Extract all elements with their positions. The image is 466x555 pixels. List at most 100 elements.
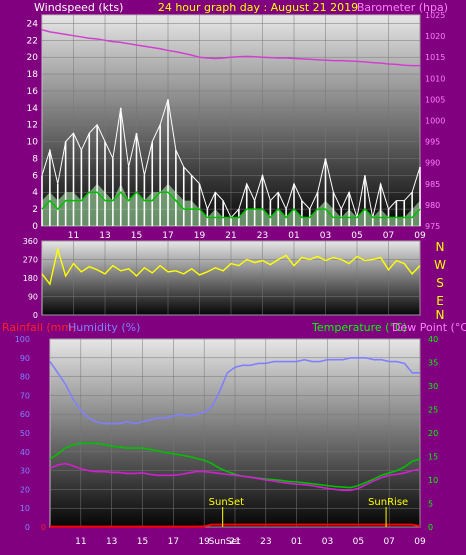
dew-point-line: [49, 462, 421, 492]
temp-x-tick-label: 17: [168, 537, 179, 547]
barometer-y-axis: 975 980 985 990 995 1000 1005 1010 1015 1020 1025: [425, 11, 445, 231]
temp-gridlines: [50, 338, 421, 528]
wind-tick-label: 4: [32, 188, 38, 198]
compass-n-top: N: [436, 240, 445, 254]
wind-tick-label: 24: [27, 19, 39, 29]
temperature-tick-label: 30: [428, 382, 438, 391]
wind-x-tick-label: 03: [320, 231, 331, 241]
wind-tick-label: 16: [27, 87, 39, 97]
humidity-tick-label: 30: [20, 467, 30, 476]
temp-x-tick-label: 19: [198, 537, 210, 547]
rainfall-axis-title: Rainfall (mm): [2, 321, 76, 334]
compass-w: W: [434, 258, 446, 272]
direction-y-axis: 0 90 180 270 360: [23, 237, 38, 320]
barometer-tick-label: 1015: [425, 53, 445, 62]
wind-x-tick-label: 11: [68, 231, 79, 241]
direction-tick-label: 0: [33, 311, 38, 320]
wind-tick-label: 14: [27, 104, 39, 114]
temp-x-tick-label: 15: [137, 537, 148, 547]
temp-series: [49, 357, 421, 528]
rainfall-line: [50, 523, 421, 528]
wind-x-tick-label: 07: [383, 231, 394, 241]
direction-panel: 0 90 180 270 360 N W S E N: [23, 237, 446, 322]
direction-gridlines: [42, 240, 421, 316]
temp-x-tick-label: 09: [414, 537, 426, 547]
temp-x-tick-label: 01: [291, 537, 302, 547]
direction-tick-label: 270: [23, 256, 38, 265]
humidity-axis-title: Humidity (%): [68, 321, 140, 334]
wind-x-axis: 11 13 15 17 19 21 23 01 03 05 07 09: [68, 231, 426, 241]
humidity-y-axis: 0 10 20 30 40 50 60 70 80 90 100: [15, 335, 30, 532]
barometer-axis-title: Barometer (hpa): [357, 1, 448, 14]
temperature-axis-title: Temperature (°C): [311, 321, 407, 334]
barometer-tick-label: 1025: [425, 11, 445, 20]
barometer-tick-label: 980: [425, 201, 440, 210]
temp-x-axis: 11 13 15 17 19 21 23 01 03 05 07 09: [75, 537, 426, 547]
humidity-tick-label: 100: [15, 335, 30, 344]
temp-x-tick-label: 21: [229, 537, 240, 547]
temp-x-tick-label: 07: [383, 537, 394, 547]
direction-series: [41, 246, 421, 286]
humidity-tick-label: 50: [20, 429, 30, 438]
humidity-tick-label: 40: [20, 448, 30, 457]
compass-e: E: [436, 294, 444, 308]
temperature-y-axis: 0 5 10 15 20 25 30 35 40: [428, 335, 438, 532]
wind-x-tick-label: 23: [257, 231, 268, 241]
humidity-tick-label: 70: [20, 391, 30, 400]
temp-x-tick-label: 03: [322, 537, 333, 547]
temp-x-tick-label: 11: [75, 537, 86, 547]
temperature-tick-label: 20: [428, 429, 438, 438]
wind-axis-title: Windspeed (kts): [34, 1, 123, 14]
barometer-tick-label: 1010: [425, 74, 445, 83]
wind-x-tick-label: 21: [225, 231, 236, 241]
temperature-tick-label: 40: [428, 335, 438, 344]
humidity-line: [49, 357, 420, 425]
wind-x-tick-label: 17: [162, 231, 173, 241]
wind-tick-label: 0: [32, 222, 38, 232]
temp-x-tick-label: 23: [260, 537, 271, 547]
direction-tick-label: 90: [28, 293, 38, 302]
temp-x-tick-label: 13: [106, 537, 117, 547]
temperature-tick-label: 35: [428, 359, 438, 368]
temperature-tick-label: 10: [428, 476, 438, 485]
humidity-tick-label: 80: [20, 373, 30, 382]
wind-tick-label: 8: [32, 154, 38, 164]
humidity-tick-label: 90: [20, 354, 30, 363]
compass-s: S: [436, 276, 444, 290]
barometer-tick-label: 985: [425, 180, 440, 189]
barometer-tick-label: 1020: [425, 32, 445, 41]
wind-series: [41, 29, 421, 226]
rainfall-tick-label: 0: [41, 523, 46, 532]
compass-n-bottom: N: [436, 308, 445, 322]
barometer-line: [41, 29, 420, 67]
wind-x-tick-label: 01: [288, 231, 299, 241]
wind-tick-label: 20: [27, 53, 39, 63]
barometer-tick-label: 1005: [425, 95, 445, 104]
wind-x-tick-label: 15: [131, 231, 142, 241]
temperature-tick-label: 15: [428, 453, 438, 462]
chart-title: 24 hour graph day : August 21 2019: [158, 1, 358, 14]
wind-x-tick-label: 13: [99, 231, 110, 241]
temperature-tick-label: 25: [428, 406, 438, 415]
humidity-tick-label: 60: [20, 410, 30, 419]
wind-x-tick-label: 05: [351, 231, 362, 241]
barometer-tick-label: 995: [425, 138, 440, 147]
sunrise-label: SunRise: [368, 497, 408, 508]
humidity-tick-label: 10: [20, 504, 30, 513]
wind-tick-label: 6: [32, 171, 38, 181]
wind-x-tick-label: 19: [194, 231, 206, 241]
barometer-tick-label: 990: [425, 159, 440, 168]
wind-tick-label: 10: [27, 138, 39, 148]
humidity-tick-label: 20: [20, 485, 30, 494]
wind-tick-label: 22: [27, 36, 38, 46]
dew-point-axis-title: Dew Point (°C): [392, 321, 466, 334]
humidity-tick-label: 0: [25, 523, 30, 532]
temperature-line: [49, 442, 421, 489]
wind-average-line: [41, 191, 421, 219]
wind-tick-label: 18: [27, 70, 39, 80]
temperature-tick-label: 5: [428, 500, 433, 509]
direction-line: [41, 246, 421, 286]
